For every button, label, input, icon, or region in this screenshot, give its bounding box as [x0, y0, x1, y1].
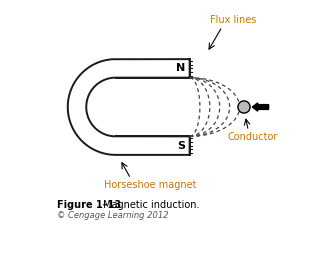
Text: © Cengage Learning 2012: © Cengage Learning 2012 [57, 211, 168, 220]
FancyArrow shape [252, 103, 268, 111]
Text: Magnetic induction.: Magnetic induction. [103, 200, 199, 210]
Text: Figure 1–13: Figure 1–13 [57, 200, 121, 210]
Circle shape [238, 101, 250, 113]
Text: Horseshoe magnet: Horseshoe magnet [104, 180, 197, 190]
Text: N: N [176, 63, 185, 73]
Text: Conductor: Conductor [228, 132, 278, 143]
Text: Flux lines: Flux lines [210, 15, 256, 25]
Text: S: S [177, 141, 185, 151]
Polygon shape [68, 59, 190, 155]
